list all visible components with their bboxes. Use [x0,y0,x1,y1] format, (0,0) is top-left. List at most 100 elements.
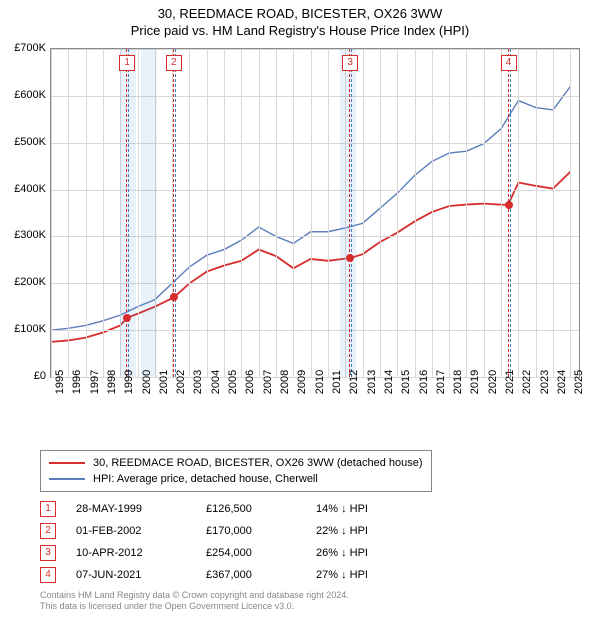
event-table-row: 3 10-APR-2012£254,00026% ↓ HPI [40,542,416,564]
x-axis-label: 2019 [469,370,481,394]
y-axis-label: £0 [34,370,46,382]
event-price: £254,000 [206,547,316,559]
x-axis-label: 2024 [556,370,568,394]
gridline-v [449,49,450,377]
gridline-v [189,49,190,377]
x-axis-label: 2017 [435,370,447,394]
events-table: 128-MAY-1999£126,50014% ↓ HPI201-FEB-200… [40,498,416,586]
gridline-v [415,49,416,377]
gridline-v [311,49,312,377]
gridline-v [224,49,225,377]
y-axis-label: £400K [14,183,46,195]
event-pct: 14% ↓ HPI [316,503,416,515]
gridline-v [484,49,485,377]
event-pct: 26% ↓ HPI [316,547,416,559]
event-dot [346,254,354,262]
event-line [508,49,509,377]
gridline-v [86,49,87,377]
event-line [175,49,176,377]
x-axis-label: 2008 [279,370,291,394]
root: 30, REEDMACE ROAD, BICESTER, OX26 3WW Pr… [0,0,600,620]
gridline-v [501,49,502,377]
event-num: 4 [40,567,56,583]
event-date: 07-JUN-2021 [76,569,206,581]
title-subtitle: Price paid vs. HM Land Registry's House … [0,23,600,40]
event-num: 2 [40,523,56,539]
gridline-v [380,49,381,377]
event-table-row: 4 07-JUN-2021£367,00027% ↓ HPI [40,564,416,586]
x-axis-label: 1996 [71,370,83,394]
event-marker: 3 [342,55,358,71]
event-dot [123,314,131,322]
event-dot [170,293,178,301]
x-axis-label: 2012 [348,370,360,394]
legend-row-property: 30, REEDMACE ROAD, BICESTER, OX26 3WW (d… [49,455,423,471]
footer-line2: This data is licensed under the Open Gov… [40,601,349,612]
event-price: £367,000 [206,569,316,581]
event-marker: 4 [501,55,517,71]
title-block: 30, REEDMACE ROAD, BICESTER, OX26 3WW Pr… [0,0,600,40]
event-line [126,49,127,377]
gridline-v [397,49,398,377]
x-axis-label: 2022 [521,370,533,394]
gridline-v [138,49,139,377]
y-axis-label: £700K [14,42,46,54]
gridline-v [207,49,208,377]
gridline-v [553,49,554,377]
x-axis-label: 2021 [504,370,516,394]
legend: 30, REEDMACE ROAD, BICESTER, OX26 3WW (d… [40,450,432,492]
x-axis-label: 2023 [539,370,551,394]
gridline-v [328,49,329,377]
legend-row-hpi: HPI: Average price, detached house, Cher… [49,471,423,487]
y-axis-label: £200K [14,276,46,288]
event-line [173,49,174,377]
footer: Contains HM Land Registry data © Crown c… [40,590,349,613]
event-pct: 27% ↓ HPI [316,569,416,581]
event-price: £126,500 [206,503,316,515]
x-axis-label: 2004 [210,370,222,394]
gridline-v [276,49,277,377]
event-dot [505,201,513,209]
x-axis-label: 2011 [331,370,343,394]
title-address: 30, REEDMACE ROAD, BICESTER, OX26 3WW [0,6,600,23]
y-axis-label: £100K [14,323,46,335]
gridline-v [536,49,537,377]
event-table-row: 201-FEB-2002£170,00022% ↓ HPI [40,520,416,542]
y-axis-label: £500K [14,136,46,148]
shaded-band [340,49,356,377]
x-axis-label: 2006 [244,370,256,394]
event-line [349,49,350,377]
event-table-row: 128-MAY-1999£126,50014% ↓ HPI [40,498,416,520]
gridline-v [518,49,519,377]
x-axis-label: 2020 [487,370,499,394]
event-date: 10-APR-2012 [76,547,206,559]
x-axis-label: 2013 [366,370,378,394]
x-axis-label: 2025 [573,370,585,394]
x-axis-label: 2003 [192,370,204,394]
legend-label-hpi: HPI: Average price, detached house, Cher… [93,473,318,485]
x-axis-label: 2007 [262,370,274,394]
event-num: 3 [40,545,56,561]
x-axis-label: 1999 [123,370,135,394]
event-line [128,49,129,377]
gridline-v [68,49,69,377]
legend-swatch-property [49,462,85,464]
x-axis-label: 1998 [106,370,118,394]
y-axis-label: £300K [14,229,46,241]
y-axis-label: £600K [14,89,46,101]
x-axis-label: 2001 [158,370,170,394]
gridline-v [466,49,467,377]
event-price: £170,000 [206,525,316,537]
gridline-v [259,49,260,377]
event-date: 01-FEB-2002 [76,525,206,537]
gridline-v [51,49,52,377]
gridline-v [363,49,364,377]
gridline-v [241,49,242,377]
x-axis-label: 2010 [314,370,326,394]
event-num: 1 [40,501,56,517]
x-axis-label: 2018 [452,370,464,394]
gridline-v [293,49,294,377]
event-line [351,49,352,377]
chart-area: 1234 £0£100K£200K£300K£400K£500K£600K£70… [50,48,580,408]
footer-line1: Contains HM Land Registry data © Crown c… [40,590,349,601]
